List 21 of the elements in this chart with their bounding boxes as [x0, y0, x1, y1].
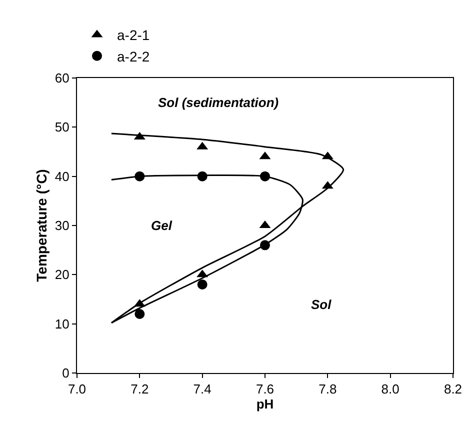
- y-axis-title: Temperature (°C): [34, 169, 50, 282]
- x-tick-label: 7.2: [130, 382, 149, 397]
- x-axis-title: pH: [256, 396, 274, 412]
- x-tick-label: 8.0: [381, 382, 400, 397]
- x-tick-label: 7.0: [68, 382, 86, 397]
- y-tick-label: 0: [62, 366, 70, 381]
- legend-label: a-2-1: [117, 27, 150, 44]
- x-tick-label: 7.8: [318, 382, 337, 397]
- x-tick-label: 7.6: [256, 382, 274, 397]
- legend-label: a-2-2: [117, 48, 150, 64]
- y-tick-label: 10: [54, 316, 70, 332]
- y-tick-label: 20: [54, 267, 70, 282]
- y-tick-label: 60: [54, 70, 70, 86]
- annotation: Gel: [151, 218, 172, 233]
- annotation: Sol: [311, 297, 332, 312]
- y-tick-label: 40: [54, 168, 70, 184]
- x-tick-label: 7.4: [193, 382, 212, 397]
- y-tick-label: 50: [54, 120, 70, 135]
- x-tick-label: 8.2: [444, 382, 462, 397]
- y-tick-label: 30: [54, 218, 70, 234]
- annotation: Sol (sedimentation): [158, 95, 279, 110]
